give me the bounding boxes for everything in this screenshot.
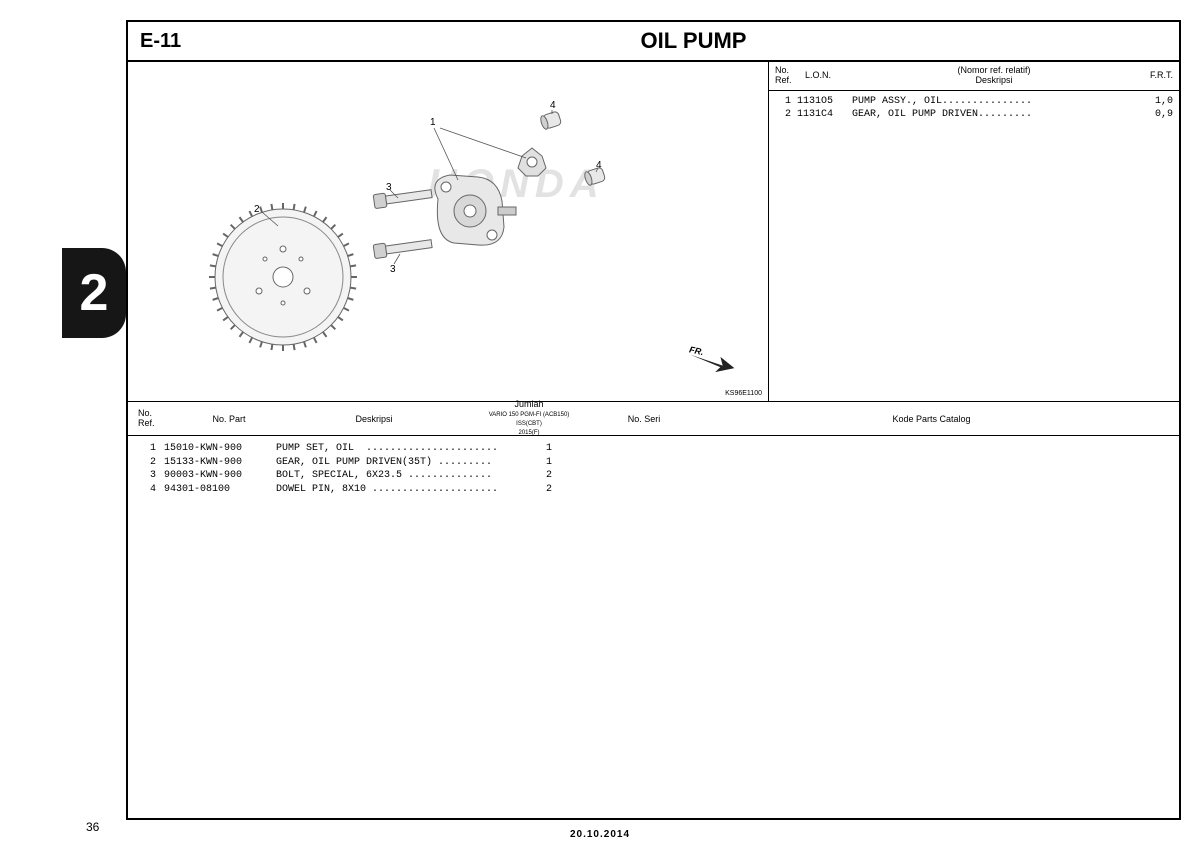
parts-row: 390003-KWN-900BOLT, SPECIAL, 6X23.5 ....…: [138, 469, 1169, 483]
lon-header: No.Ref. L.O.N. (Nomor ref. relatif)Deskr…: [769, 62, 1179, 91]
lon-header-desc: (Nomor ref. relatif)Deskripsi: [855, 66, 1133, 86]
parts-row: 494301-08100DOWEL PIN, 8X10 ............…: [138, 483, 1169, 497]
lon-row: 21131C4GEAR, OIL PUMP DRIVEN.........0,9: [775, 108, 1173, 121]
lon-header-ref: No.Ref.: [775, 66, 805, 86]
parts-row: 215133-KWN-900GEAR, OIL PUMP DRIVEN(35T)…: [138, 456, 1169, 470]
parts-header-kode: Kode Parts Catalog: [694, 414, 1169, 424]
lon-row: 11131O5PUMP ASSY., OIL...............1,0: [775, 95, 1173, 108]
parts-header-ref: No.Ref.: [138, 409, 174, 429]
parts-header-seri: No. Seri: [594, 414, 694, 424]
lon-body: 11131O5PUMP ASSY., OIL...............1,0…: [769, 91, 1179, 125]
page-frame: E-11 OIL PUMP HONDA: [126, 20, 1181, 820]
section-title: OIL PUMP: [220, 28, 1167, 54]
parts-diagram: [128, 62, 768, 392]
lon-header-frt: F.R.T.: [1133, 66, 1173, 86]
page-number: 36: [86, 820, 99, 834]
content-row: HONDA: [128, 62, 1179, 402]
parts-header-part: No. Part: [174, 414, 284, 424]
parts-row: 115010-KWN-900PUMP SET, OIL ............…: [138, 442, 1169, 456]
lon-header-lon: L.O.N.: [805, 66, 855, 86]
lon-panel: No.Ref. L.O.N. (Nomor ref. relatif)Deskr…: [769, 62, 1179, 401]
parts-header: No.Ref. No. Part Deskripsi Jumlah VARIO …: [128, 402, 1179, 436]
parts-body: 115010-KWN-900PUMP SET, OIL ............…: [128, 436, 1179, 502]
parts-header-qty: Jumlah VARIO 150 PGM-FI (ACB150) ISS(CBT…: [464, 400, 594, 436]
title-row: E-11 OIL PUMP: [128, 22, 1179, 62]
section-tab: 2: [62, 248, 126, 338]
diagram-area: HONDA: [128, 62, 769, 401]
parts-header-desc: Deskripsi: [284, 414, 464, 424]
footer-date: 20.10.2014: [570, 829, 630, 840]
